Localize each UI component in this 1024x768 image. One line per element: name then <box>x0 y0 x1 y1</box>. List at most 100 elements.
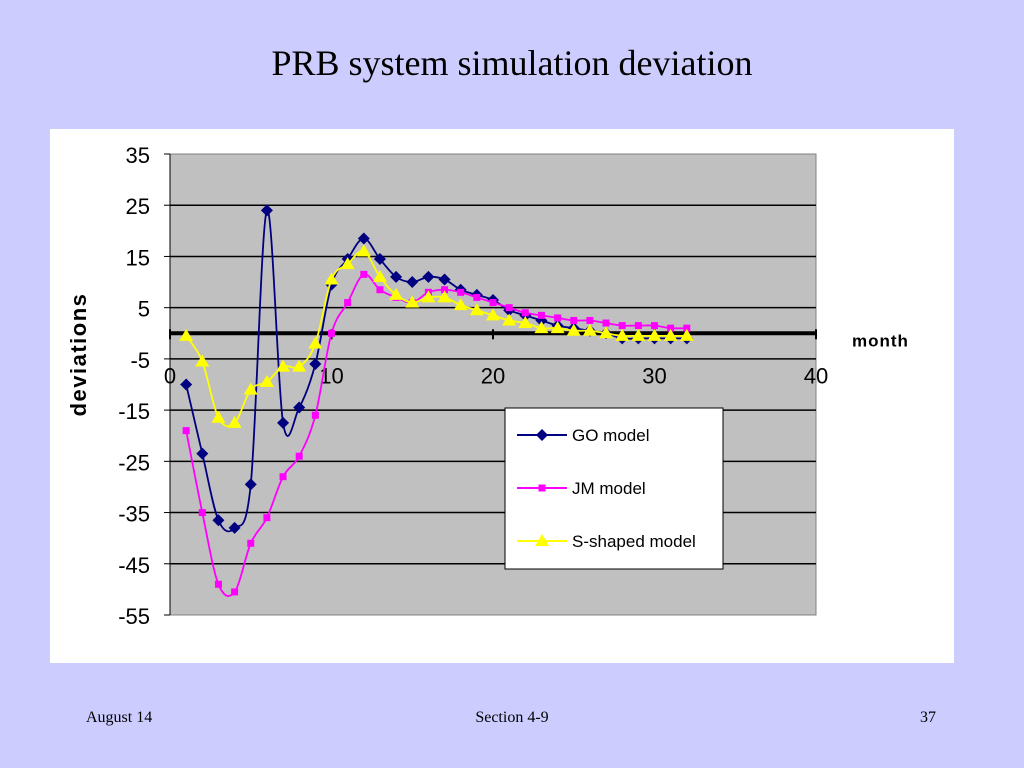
data-point <box>198 509 206 517</box>
data-point <box>518 316 533 329</box>
data-point <box>227 415 242 428</box>
data-point <box>279 473 287 481</box>
data-point <box>277 416 290 429</box>
data-point <box>502 313 517 326</box>
data-point <box>566 323 581 336</box>
data-point <box>437 290 452 303</box>
data-point <box>582 323 597 336</box>
data-point <box>631 328 646 341</box>
data-point <box>212 514 225 527</box>
data-point <box>243 382 258 395</box>
data-point <box>244 478 257 491</box>
data-point <box>328 329 335 337</box>
y-tick-label: -35 <box>118 502 150 527</box>
data-point <box>211 410 226 423</box>
data-point <box>438 273 451 286</box>
data-point <box>457 288 465 296</box>
data-point <box>260 204 273 217</box>
data-point <box>372 269 387 282</box>
data-point <box>180 378 193 391</box>
data-point <box>663 328 678 341</box>
data-point <box>195 354 210 367</box>
data-point <box>228 521 241 534</box>
data-point <box>489 299 497 307</box>
x-axis-title: month <box>852 331 909 350</box>
x-tick-label: 20 <box>481 363 505 388</box>
data-point <box>534 321 549 334</box>
data-point <box>276 359 291 372</box>
data-point <box>469 303 484 316</box>
data-point <box>453 298 468 311</box>
data-point <box>521 309 529 317</box>
data-point <box>295 452 303 460</box>
data-point <box>647 328 662 341</box>
y-tick-label: 5 <box>138 297 150 322</box>
data-point <box>309 358 322 371</box>
data-point <box>360 270 368 278</box>
data-point <box>390 270 403 283</box>
data-point <box>473 293 481 301</box>
data-point <box>599 326 614 339</box>
data-point <box>554 314 562 322</box>
data-point <box>357 232 370 245</box>
data-point <box>373 253 386 266</box>
data-point <box>231 588 239 596</box>
data-point <box>196 447 209 460</box>
x-tick-label: 40 <box>804 363 828 388</box>
footer-page-number: 37 <box>920 709 936 726</box>
data-point <box>259 374 274 387</box>
data-point <box>634 322 642 330</box>
data-point <box>618 322 626 330</box>
y-tick-label: -25 <box>118 450 150 475</box>
y-tick-label: 25 <box>126 194 150 219</box>
legend-label: GO model <box>572 426 649 445</box>
data-point <box>570 316 578 324</box>
chart-panel: 35 25 15 5 -5 -15 -25 -35 -45 -55 0 10 20 30 40 month de… <box>50 129 954 663</box>
data-point <box>422 270 435 283</box>
x-tick-label: 30 <box>642 363 666 388</box>
y-tick-label: 35 <box>126 143 150 168</box>
legend-marker <box>538 484 546 492</box>
data-point <box>537 311 545 319</box>
x-tick-label: 0 <box>164 363 176 388</box>
legend-marker <box>536 429 548 441</box>
data-point <box>344 299 352 307</box>
data-point <box>376 286 384 294</box>
data-point <box>679 328 694 341</box>
data-point <box>293 401 306 414</box>
data-point <box>586 316 594 324</box>
data-point <box>421 290 436 303</box>
data-point <box>356 244 371 257</box>
data-point <box>324 272 339 285</box>
data-point <box>340 257 355 270</box>
footer-date: August 14 <box>86 709 153 726</box>
data-point <box>182 427 190 435</box>
data-point <box>179 328 194 341</box>
data-point <box>651 322 658 330</box>
data-point <box>441 286 449 294</box>
data-point <box>292 359 307 372</box>
data-point <box>214 580 222 588</box>
data-point <box>308 336 323 349</box>
data-point <box>615 328 630 341</box>
data-point <box>602 319 610 327</box>
legend-marker <box>535 534 549 546</box>
legend-label: JM model <box>572 479 646 498</box>
data-point <box>406 276 419 289</box>
y-tick-label: -5 <box>130 348 150 373</box>
data-point <box>486 308 500 321</box>
data-point <box>550 321 565 334</box>
footer-section: Section 4-9 <box>475 709 549 726</box>
y-tick-label: -45 <box>118 553 150 578</box>
slide-title: PRB system simulation deviation <box>271 43 753 83</box>
data-point <box>389 287 404 300</box>
y-axis-title: deviations <box>66 293 91 417</box>
y-tick-label: -15 <box>118 399 150 424</box>
data-point <box>505 304 513 312</box>
data-point <box>263 514 271 522</box>
data-point <box>667 324 675 332</box>
data-point <box>683 324 691 332</box>
legend-label: S-shaped model <box>572 532 696 551</box>
y-tick-label: 15 <box>126 245 150 270</box>
